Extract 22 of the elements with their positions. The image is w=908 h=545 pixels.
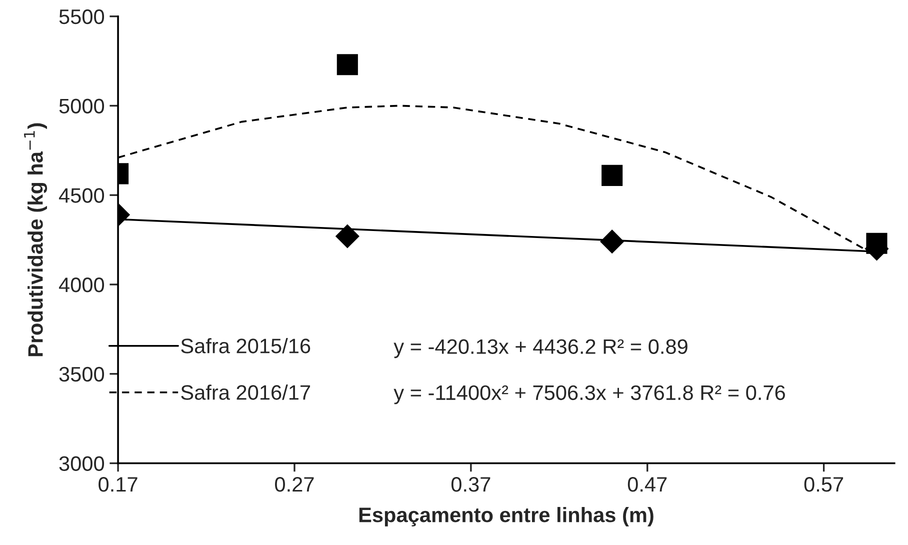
- y-tick-label: 5000: [59, 98, 104, 114]
- point: [866, 232, 888, 254]
- y-axis-title: Produtividade (kg ha$^{−1}$): [24, 123, 48, 356]
- x-tick-label: 0.57: [804, 476, 844, 492]
- y-tick-label: 4500: [58, 188, 104, 203]
- legend-label: Safra 2015/16: [181, 338, 310, 354]
- x-axis-title: Espaçamento entre linhas (m): [359, 506, 654, 526]
- x-tick-label: 0.27: [275, 476, 314, 492]
- point: [600, 230, 624, 254]
- x-tick-label: 0.47: [628, 476, 667, 492]
- x-tick-label: 0.37: [451, 476, 490, 492]
- annotation: y = -420.13x + 4436.2 R² = 0.89: [394, 339, 688, 358]
- point: [335, 224, 360, 248]
- y-tick-label: 4000: [58, 277, 104, 292]
- legend-label: Safra 2016/17: [181, 384, 310, 400]
- x-tick-label: 0.17: [98, 476, 138, 492]
- y-tick-label: 3000: [59, 456, 104, 472]
- point: [602, 164, 623, 186]
- y-tick-label: 3500: [59, 366, 104, 382]
- annotation: y = -11400x² + 7506.3x + 3761.8 R² = 0.76: [394, 385, 785, 404]
- y-tick-label: 5500: [59, 9, 104, 24]
- point: [336, 54, 358, 76]
